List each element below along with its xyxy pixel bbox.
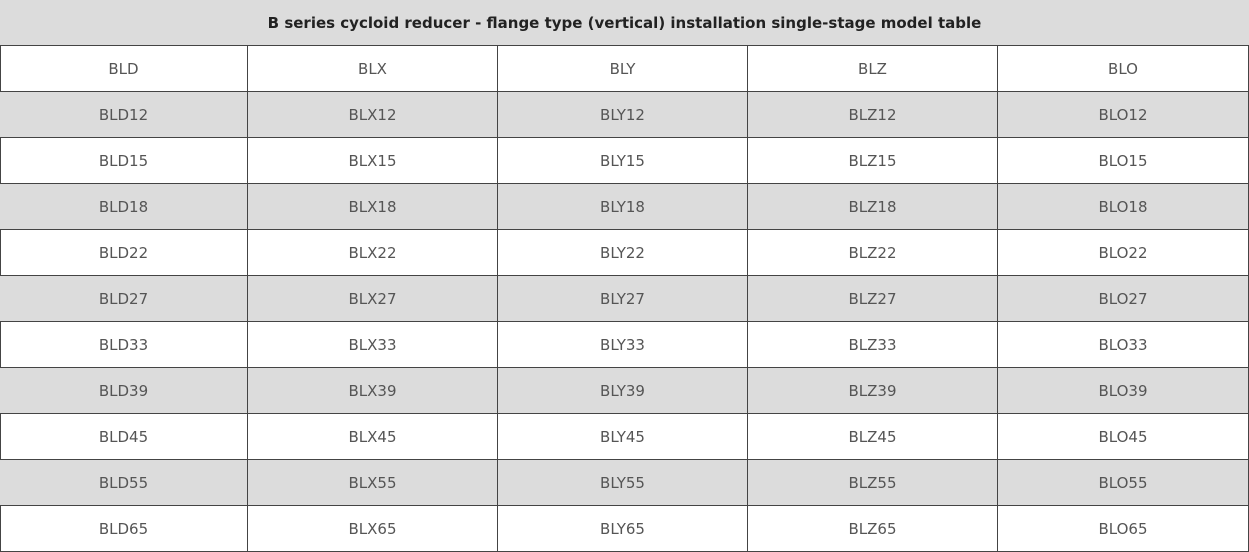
table-cell: BLD45: [0, 414, 248, 460]
table-cell: BLX22: [248, 230, 498, 276]
table-cell: BLZ18: [748, 184, 998, 230]
table-cell: BLX39: [248, 368, 498, 414]
table-cell: BLX27: [248, 276, 498, 322]
table-cell: BLO18: [998, 184, 1249, 230]
table-cell: BLO39: [998, 368, 1249, 414]
table-cell: BLO45: [998, 414, 1249, 460]
table-cell: BLY12: [498, 92, 748, 138]
table-cell: BLD65: [0, 506, 248, 552]
table-cell: BLZ15: [748, 138, 998, 184]
table-cell: BLY65: [498, 506, 748, 552]
table-cell: BLD39: [0, 368, 248, 414]
table-cell: BLY33: [498, 322, 748, 368]
table-cell: BLZ33: [748, 322, 998, 368]
table-cell: BLZ39: [748, 368, 998, 414]
table-cell: BLY15: [498, 138, 748, 184]
table-cell: BLO55: [998, 460, 1249, 506]
table-cell: BLX65: [248, 506, 498, 552]
table-cell: BLD27: [0, 276, 248, 322]
table-cell: BLO27: [998, 276, 1249, 322]
header-cell: BLX: [248, 46, 498, 92]
header-cell: BLY: [498, 46, 748, 92]
table-cell: BLO12: [998, 92, 1249, 138]
table-cell: BLZ45: [748, 414, 998, 460]
table-cell: BLZ27: [748, 276, 998, 322]
table-cell: BLY55: [498, 460, 748, 506]
table-cell: BLX15: [248, 138, 498, 184]
table-cell: BLY22: [498, 230, 748, 276]
table-title: B series cycloid reducer - flange type (…: [0, 0, 1249, 46]
table-cell: BLY18: [498, 184, 748, 230]
table-cell: BLX18: [248, 184, 498, 230]
table-cell: BLY39: [498, 368, 748, 414]
table-cell: BLD12: [0, 92, 248, 138]
table-cell: BLZ55: [748, 460, 998, 506]
table-cell: BLO22: [998, 230, 1249, 276]
table-cell: BLX33: [248, 322, 498, 368]
table-cell: BLY27: [498, 276, 748, 322]
table-cell: BLD18: [0, 184, 248, 230]
table-cell: BLD33: [0, 322, 248, 368]
table-cell: BLD55: [0, 460, 248, 506]
table-cell: BLZ22: [748, 230, 998, 276]
table-cell: BLY45: [498, 414, 748, 460]
header-cell: BLD: [0, 46, 248, 92]
table-cell: BLO33: [998, 322, 1249, 368]
table-cell: BLX12: [248, 92, 498, 138]
table-cell: BLD15: [0, 138, 248, 184]
table-cell: BLO65: [998, 506, 1249, 552]
header-cell: BLZ: [748, 46, 998, 92]
table-cell: BLD22: [0, 230, 248, 276]
table-cell: BLO15: [998, 138, 1249, 184]
table-cell: BLX55: [248, 460, 498, 506]
table-cell: BLZ12: [748, 92, 998, 138]
table-cell: BLX45: [248, 414, 498, 460]
header-cell: BLO: [998, 46, 1249, 92]
table-cell: BLZ65: [748, 506, 998, 552]
